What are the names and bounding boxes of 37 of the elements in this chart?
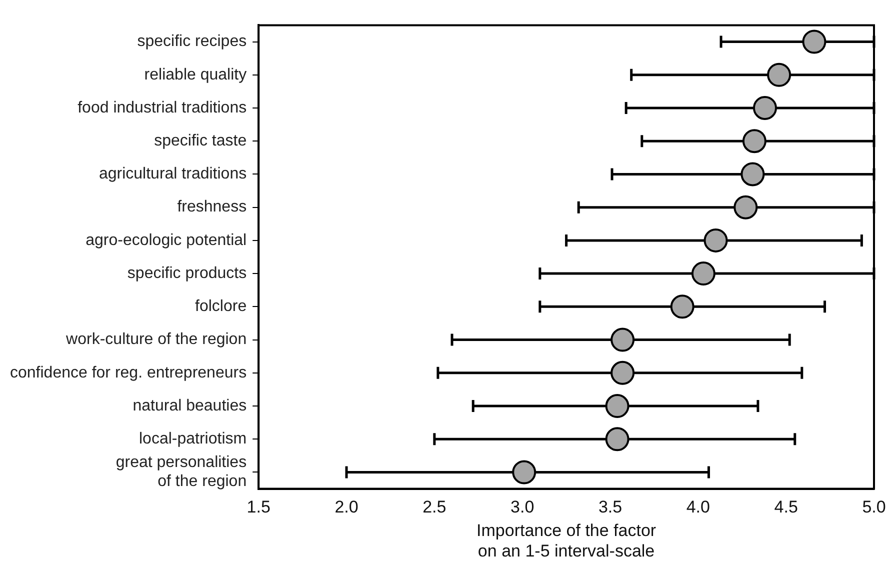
- point: [742, 129, 766, 154]
- point: [704, 228, 728, 252]
- point: [767, 62, 792, 87]
- point: [734, 195, 758, 220]
- x-tick-label: 3.0: [510, 498, 534, 517]
- x-tick-label: 2.0: [334, 498, 358, 517]
- y-tick-label: great personalities of the region: [116, 454, 247, 490]
- point: [610, 328, 635, 352]
- x-tick-label: 5.0: [862, 498, 886, 517]
- point: [610, 360, 635, 385]
- y-tick-label: local-patriotism: [138, 430, 247, 448]
- point: [605, 427, 630, 452]
- y-tick-label: work-culture of the region: [65, 331, 247, 348]
- x-tick-label: 1.5: [246, 498, 270, 517]
- point: [605, 394, 630, 418]
- y-tick-label: freshness: [177, 198, 247, 216]
- point: [670, 294, 694, 319]
- x-tick-label: 4.5: [774, 498, 798, 517]
- point: [740, 162, 765, 186]
- y-tick-label: specific recipes: [137, 33, 247, 50]
- x-tick-label: 4.0: [686, 498, 710, 517]
- y-tick-label: reliable quality: [144, 66, 247, 84]
- y-tick-label: folclore: [195, 298, 247, 316]
- point: [512, 460, 536, 484]
- x-axis-title: Importance of the factor on an 1-5 interval-scale: [476, 521, 656, 560]
- x-tick-label: 3.5: [598, 498, 622, 517]
- y-tick-label: confidence for reg. entrepreneurs: [10, 364, 247, 382]
- y-tick-label: food industrial traditions: [78, 99, 247, 116]
- x-tick-label: 2.5: [422, 498, 446, 517]
- y-tick-label: specific products: [127, 264, 247, 282]
- point: [691, 262, 716, 286]
- point: [752, 96, 777, 120]
- y-tick-label: agricultural traditions: [98, 166, 247, 183]
- y-tick-label: agro-ecologic potential: [86, 232, 247, 249]
- y-tick-label: specific taste: [154, 132, 247, 150]
- point: [802, 30, 826, 54]
- y-tick-label: natural beauties: [132, 397, 247, 414]
